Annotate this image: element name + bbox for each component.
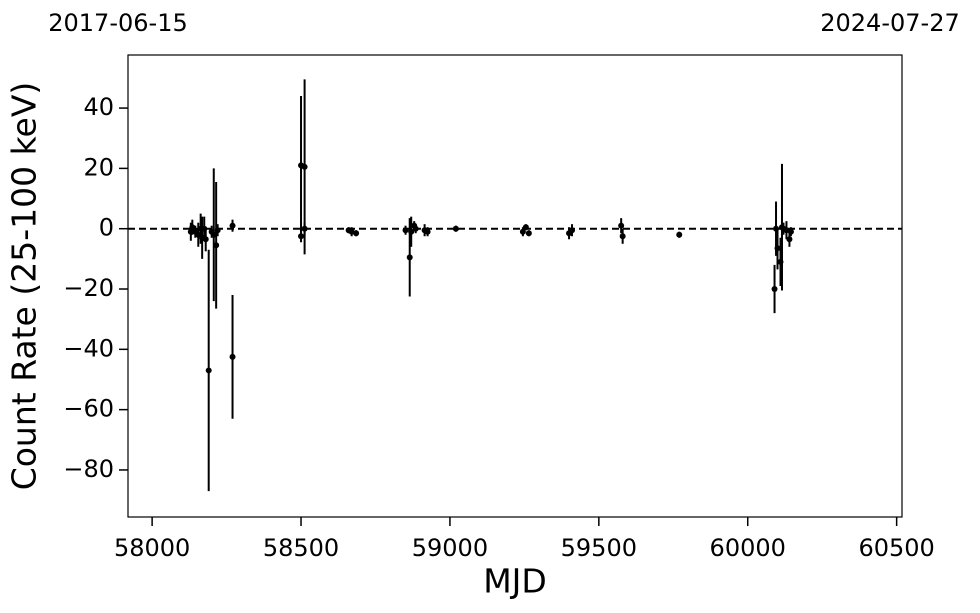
data-point <box>676 231 683 238</box>
data-point <box>406 254 413 261</box>
data-point <box>213 242 220 249</box>
x-axis-label: MJD <box>483 562 547 601</box>
data-point <box>229 222 236 229</box>
y-tick-label: −80 <box>63 455 114 483</box>
y-tick-label: 0 <box>99 214 114 242</box>
data-point <box>298 233 305 240</box>
data-point <box>214 227 221 234</box>
data-point <box>189 224 196 231</box>
data-point <box>619 233 626 240</box>
data-point <box>452 225 459 232</box>
y-tick-label: −40 <box>63 334 114 362</box>
y-tick-label: −60 <box>63 395 114 423</box>
data-point <box>618 222 625 229</box>
y-tick-label: −20 <box>63 274 114 302</box>
y-tick-label: 20 <box>83 153 114 181</box>
data-point <box>301 225 308 232</box>
x-tick-label: 59500 <box>561 534 637 562</box>
data-point <box>525 230 532 237</box>
data-point <box>774 245 781 252</box>
data-point <box>771 286 778 293</box>
data-point <box>408 228 415 235</box>
data-point <box>522 224 529 231</box>
data-point <box>353 230 360 237</box>
data-point <box>786 236 793 243</box>
data-point <box>412 225 419 232</box>
data-point <box>787 228 794 235</box>
x-tick-label: 58000 <box>114 534 190 562</box>
plot-frame <box>127 54 903 518</box>
data-point <box>229 353 236 360</box>
data-point <box>569 227 576 234</box>
data-point <box>205 367 212 374</box>
data-point <box>424 228 431 235</box>
data-point <box>402 227 409 234</box>
top-left-label: 2017-06-15 <box>48 9 187 37</box>
data-point <box>202 236 209 243</box>
data-point <box>301 163 308 170</box>
x-tick-label: 60500 <box>858 534 934 562</box>
x-tick-label: 60000 <box>710 534 786 562</box>
x-tick-label: 58500 <box>263 534 339 562</box>
x-tick-label: 59000 <box>412 534 488 562</box>
y-tick-label: 40 <box>83 93 114 121</box>
data-point <box>519 228 526 235</box>
top-right-label: 2024-07-27 <box>820 9 959 37</box>
y-axis-label: Count Rate (25-100 keV) <box>5 82 44 491</box>
